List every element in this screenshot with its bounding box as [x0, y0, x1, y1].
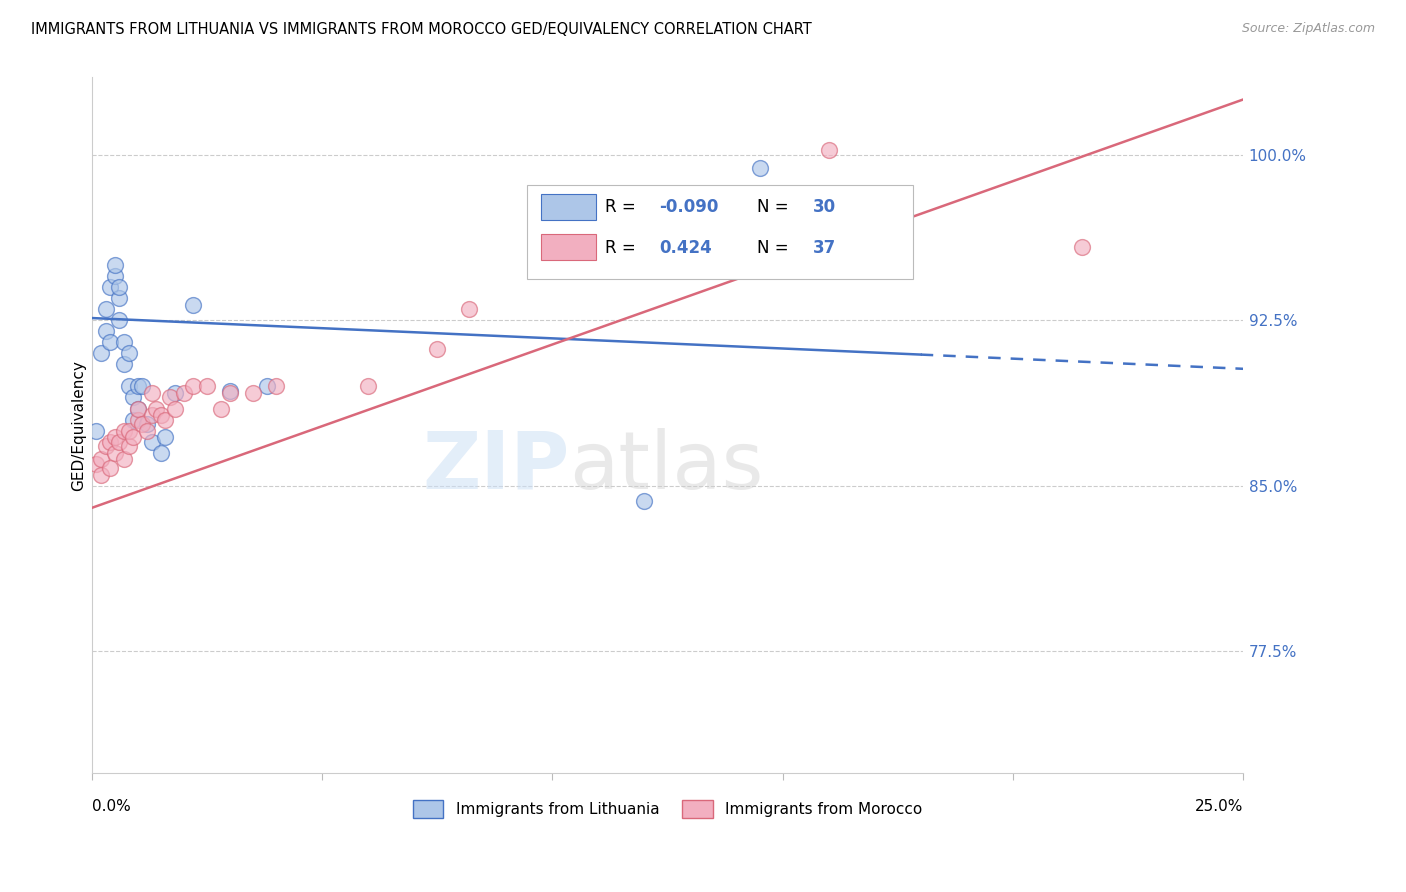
Point [181, 379, 204, 393]
Point [155, 412, 177, 426]
Text: ZIP: ZIP [422, 428, 569, 506]
Point [117, 379, 139, 393]
Point [127, 401, 149, 416]
Point [357, 379, 380, 393]
Point [219, 384, 242, 398]
Point [242, 386, 264, 401]
Point [94, 324, 117, 338]
Point [195, 379, 218, 393]
Point [136, 424, 159, 438]
Text: 30: 30 [813, 198, 835, 217]
Point [122, 391, 145, 405]
Point [141, 408, 163, 422]
Point [90, 467, 112, 482]
Point [426, 342, 449, 356]
Point [108, 434, 131, 449]
Point [159, 391, 181, 405]
Legend: Immigrants from Lithuania, Immigrants from Morocco: Immigrants from Lithuania, Immigrants fr… [406, 795, 928, 824]
Point [86, 457, 108, 471]
Point [163, 386, 186, 401]
Point [136, 417, 159, 431]
Text: 0.424: 0.424 [659, 239, 711, 257]
Point [98, 335, 121, 350]
Point [122, 430, 145, 444]
Point [209, 401, 232, 416]
Point [127, 412, 149, 426]
Point [748, 161, 770, 175]
Point [117, 346, 139, 360]
Point [173, 386, 195, 401]
Text: R =: R = [605, 198, 641, 217]
Point [90, 452, 112, 467]
Point [94, 439, 117, 453]
Point [112, 335, 135, 350]
FancyBboxPatch shape [541, 234, 596, 260]
Text: 25.0%: 25.0% [1195, 799, 1243, 814]
Point [219, 386, 242, 401]
Text: 0.0%: 0.0% [91, 799, 131, 814]
FancyBboxPatch shape [541, 194, 596, 220]
Point [141, 386, 163, 401]
Point [256, 379, 278, 393]
Point [104, 430, 127, 444]
Point [127, 401, 149, 416]
Text: N =: N = [758, 239, 794, 257]
Point [104, 258, 127, 272]
Text: atlas: atlas [569, 428, 763, 506]
Point [104, 445, 127, 459]
Point [108, 280, 131, 294]
Point [108, 313, 131, 327]
Point [112, 452, 135, 467]
Point [181, 298, 204, 312]
Point [117, 424, 139, 438]
Point [131, 417, 153, 431]
Point [108, 291, 131, 305]
Point [264, 379, 287, 393]
Point [131, 379, 153, 393]
Point [163, 401, 186, 416]
Text: R =: R = [605, 239, 641, 257]
Point [155, 430, 177, 444]
Point [86, 424, 108, 438]
Point [112, 424, 135, 438]
Point [98, 434, 121, 449]
Point [117, 439, 139, 453]
Point [458, 302, 481, 317]
Point [94, 302, 117, 317]
Point [112, 358, 135, 372]
Text: Source: ZipAtlas.com: Source: ZipAtlas.com [1241, 22, 1375, 36]
Text: 37: 37 [813, 239, 835, 257]
Point [98, 280, 121, 294]
Point [122, 412, 145, 426]
Point [817, 143, 839, 157]
Point [149, 445, 172, 459]
Text: N =: N = [758, 198, 794, 217]
Point [127, 379, 149, 393]
FancyBboxPatch shape [527, 186, 912, 279]
Point [98, 461, 121, 475]
Text: IMMIGRANTS FROM LITHUANIA VS IMMIGRANTS FROM MOROCCO GED/EQUIVALENCY CORRELATION: IMMIGRANTS FROM LITHUANIA VS IMMIGRANTS … [31, 22, 811, 37]
Text: -0.090: -0.090 [659, 198, 718, 217]
Point [145, 401, 167, 416]
Point [104, 269, 127, 284]
Point [633, 494, 655, 508]
Point [149, 408, 172, 422]
Y-axis label: GED/Equivalency: GED/Equivalency [72, 359, 86, 491]
Point [1070, 240, 1092, 254]
Point [90, 346, 112, 360]
Point [141, 434, 163, 449]
